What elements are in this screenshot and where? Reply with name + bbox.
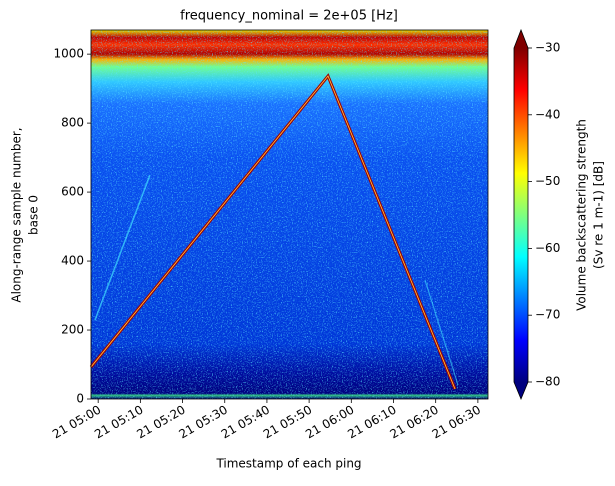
colorbar-label: Volume backscattering strength (Sv re 1 … bbox=[575, 119, 606, 311]
y-tick-label: 400 bbox=[61, 254, 84, 268]
colorbar-label-line: Volume backscattering strength bbox=[575, 119, 589, 311]
colorbar-extend-bottom bbox=[514, 382, 528, 399]
y-tick-label: 800 bbox=[61, 116, 84, 130]
x-tick-label: 21 06:30 bbox=[430, 403, 483, 442]
colorbar-tick-label: −40 bbox=[535, 107, 560, 121]
y-tick-label: 200 bbox=[61, 323, 84, 337]
colorbar-tick-label: −70 bbox=[535, 308, 560, 322]
plot-frame bbox=[90, 29, 489, 400]
heatmap-image bbox=[89, 30, 488, 399]
y-tick-label: 1000 bbox=[53, 47, 84, 61]
colorbar-tick-label: −60 bbox=[535, 241, 560, 255]
colorbar-label-line: (Sv re 1 m-1) [dB] bbox=[592, 161, 606, 269]
colorbar-tick-label: −50 bbox=[535, 174, 560, 188]
colorbar-tick-label: −80 bbox=[535, 375, 560, 389]
chart-title: frequency_nominal = 2e+05 [Hz] bbox=[180, 9, 398, 24]
y-axis-label: Along-range sample number, base 0 bbox=[10, 127, 41, 302]
y-axis-label-line: base 0 bbox=[27, 195, 41, 235]
colorbar bbox=[514, 48, 528, 382]
y-tick-label: 0 bbox=[76, 392, 84, 406]
x-axis-label: Timestamp of each ping bbox=[215, 457, 361, 471]
colorbar-extend-top bbox=[514, 30, 528, 48]
colorbar-tick-label: −30 bbox=[535, 41, 560, 55]
y-axis-label-line: Along-range sample number, bbox=[10, 127, 24, 302]
y-tick-label: 600 bbox=[61, 185, 84, 199]
